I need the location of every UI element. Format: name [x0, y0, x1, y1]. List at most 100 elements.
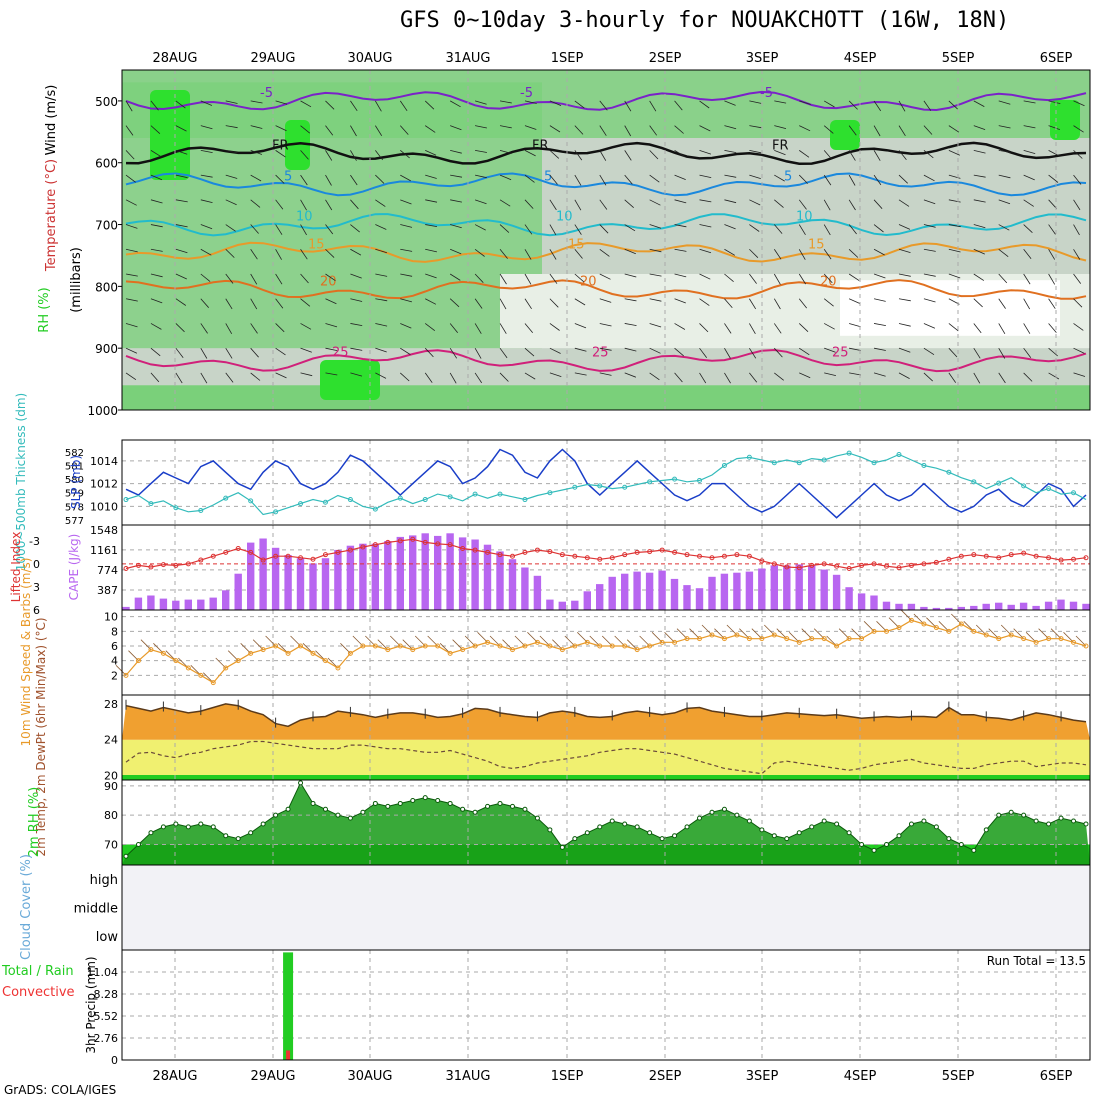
label-wind: Wind (m/s) — [44, 85, 59, 156]
wind-barb — [400, 150, 410, 159]
wind-barb — [1048, 372, 1060, 380]
wind-barb — [599, 224, 609, 234]
lifted-index-marker — [697, 553, 703, 559]
wind-barb — [449, 273, 461, 281]
lifted-index-marker — [173, 562, 179, 568]
wind-barb — [998, 372, 1006, 384]
rh2m-marker — [609, 818, 615, 824]
lifted-index-marker — [360, 544, 366, 550]
li-tick--3: -3 — [29, 535, 40, 548]
label-temperature: Temperature (°C) — [44, 159, 59, 272]
precip-tick-5.52: 5.52 — [94, 1010, 119, 1023]
rh2m-marker — [921, 818, 927, 824]
date-label-bottom-30aug: 30AUG — [347, 1069, 392, 1084]
wind10-marker — [859, 636, 865, 642]
cape-bar — [309, 563, 317, 610]
wind-barb — [474, 372, 483, 384]
wind-barb — [973, 199, 986, 203]
lifted-index-marker — [422, 539, 428, 545]
wind-barb — [674, 323, 686, 330]
wind10-marker — [1021, 636, 1027, 642]
wind10-marker — [746, 636, 752, 642]
isotherm-20 — [125, 279, 1087, 300]
thickness-marker — [547, 490, 553, 496]
wind-barb — [125, 273, 138, 277]
wind-barb — [250, 298, 258, 310]
wind-barb — [923, 174, 935, 182]
wind-barb — [998, 347, 1006, 359]
wind-barb — [524, 125, 537, 130]
label-precip: 3hr Precip (mm) — [84, 956, 98, 1053]
isotherm-label-FR-1: FR — [532, 138, 549, 153]
wind-barb — [225, 347, 233, 359]
wind-barb — [325, 150, 333, 161]
wind-barb — [624, 347, 637, 352]
wind-barb — [549, 125, 561, 133]
thickness-marker — [397, 495, 403, 501]
wind-barb — [674, 347, 684, 357]
cape-bar — [571, 600, 579, 610]
lifted-index-marker — [235, 546, 241, 552]
wind-barb — [1073, 199, 1081, 211]
wind-barb — [749, 174, 761, 179]
rh-band-lowlevel — [122, 385, 1090, 410]
thickness-marker — [1021, 483, 1027, 489]
wind-barb — [624, 224, 636, 232]
wind-barb — [749, 372, 758, 383]
rh-saturated-patch-1 — [285, 120, 310, 170]
date-label-top-28aug: 28AUG — [152, 51, 197, 66]
wind10-marker — [173, 658, 179, 664]
lifted-index-marker — [958, 553, 964, 559]
wind-barb — [649, 298, 662, 302]
rh2m-marker — [235, 836, 241, 842]
label-slp: SLP (mb) — [69, 455, 83, 509]
cape-bar — [870, 595, 878, 610]
wind-barb — [724, 372, 731, 384]
label-lifted-index: Lifted Index — [9, 532, 23, 603]
rh2m-marker — [796, 830, 802, 836]
cape-bar — [396, 536, 404, 610]
lifted-index-marker — [971, 552, 977, 558]
wind-barb — [649, 199, 661, 206]
wind-tick-2: 2 — [111, 669, 118, 682]
cape-bar — [583, 591, 591, 610]
wind-barb — [150, 372, 160, 383]
lifted-index-marker — [1083, 555, 1089, 561]
wind10-marker — [298, 643, 304, 649]
wind-barb — [375, 372, 387, 379]
rh-saturated-patch-2 — [320, 360, 380, 400]
wind-barb — [873, 273, 886, 279]
wind-barb — [848, 248, 859, 258]
wind-barb — [225, 125, 238, 129]
wind10-marker — [1033, 639, 1039, 645]
wind-barb — [350, 150, 357, 161]
wind-barb — [624, 372, 637, 378]
rh-saturated-patch-3 — [830, 120, 860, 150]
cape-bar — [1044, 601, 1053, 610]
wind-barb — [250, 174, 262, 182]
wind-barb — [998, 174, 1011, 179]
wind10-marker — [659, 639, 665, 645]
chart-title: GFS 0~10day 3-hourly for NOUAKCHOTT (16W… — [400, 8, 1010, 33]
wind-barb — [400, 323, 412, 329]
cape-bar — [184, 599, 192, 610]
wind-barb — [749, 347, 757, 359]
cape-bar — [359, 543, 367, 610]
wind-barb — [699, 323, 709, 333]
wind-barb — [898, 323, 911, 327]
wind-barb — [774, 372, 784, 381]
wind-barb — [873, 372, 886, 377]
grads-credit: GrADS: COLA/IGES — [4, 1083, 117, 1097]
wind-barb — [200, 149, 213, 153]
cape-bar — [658, 570, 666, 610]
cloud-background — [122, 865, 1090, 950]
wind-barb — [798, 174, 808, 184]
rh2m-marker — [123, 853, 129, 859]
lifted-index-marker — [509, 553, 515, 559]
wind-barb — [450, 125, 462, 131]
precip-tick-0: 0 — [111, 1054, 118, 1067]
cape-bar — [882, 601, 891, 610]
lifted-index-marker — [1046, 555, 1052, 561]
wind-barb — [749, 248, 759, 258]
wind-barb — [898, 347, 911, 353]
